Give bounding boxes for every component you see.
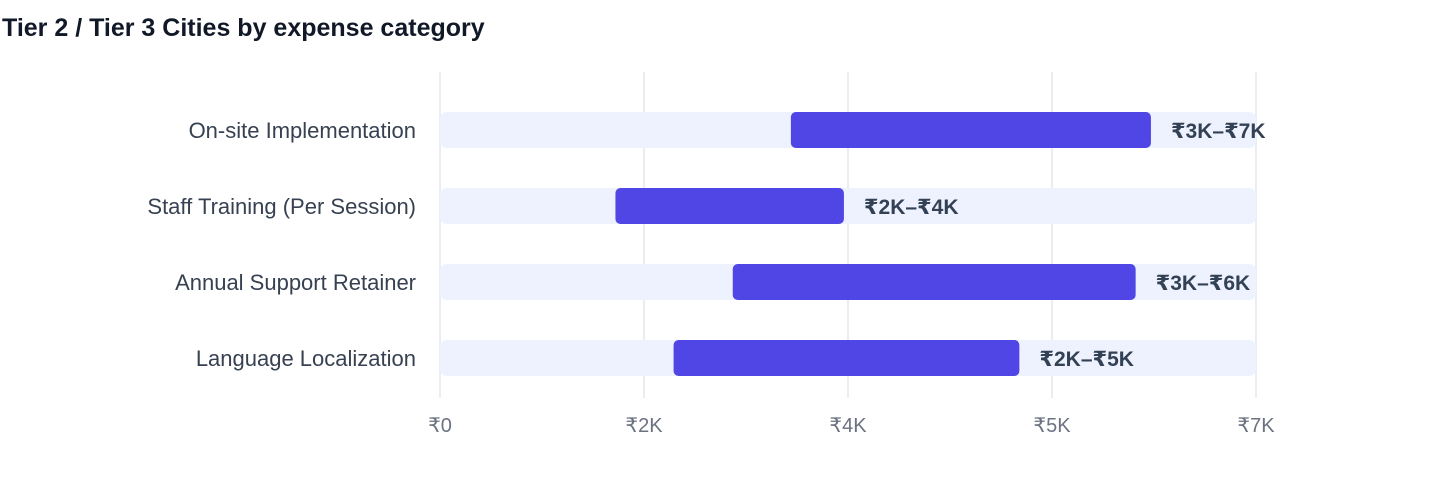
category-label: On-site Implementation — [189, 118, 416, 143]
value-label: ₹2K–₹4K — [864, 196, 959, 219]
value-label: ₹3K–₹7K — [1171, 120, 1266, 143]
range-bar[interactable] — [732, 264, 1136, 300]
x-tick-label: ₹2K — [625, 415, 663, 437]
bar-track — [440, 188, 1256, 224]
range-bar[interactable] — [790, 112, 1151, 148]
range-bar[interactable] — [673, 340, 1020, 376]
value-label: ₹3K–₹6K — [1156, 272, 1251, 295]
x-tick-label: ₹7K — [1237, 415, 1275, 437]
category-label: Staff Training (Per Session) — [147, 194, 416, 219]
x-tick-label: ₹5K — [1033, 415, 1071, 437]
x-tick-label: ₹0 — [428, 415, 452, 437]
chart-title: Tier 2 / Tier 3 Cities by expense catego… — [2, 14, 485, 42]
x-tick-label: ₹4K — [829, 415, 867, 437]
category-label: Language Localization — [196, 346, 416, 371]
range-bar[interactable] — [615, 188, 844, 224]
value-label: ₹2K–₹5K — [1039, 348, 1134, 371]
category-label: Annual Support Retainer — [175, 270, 416, 295]
